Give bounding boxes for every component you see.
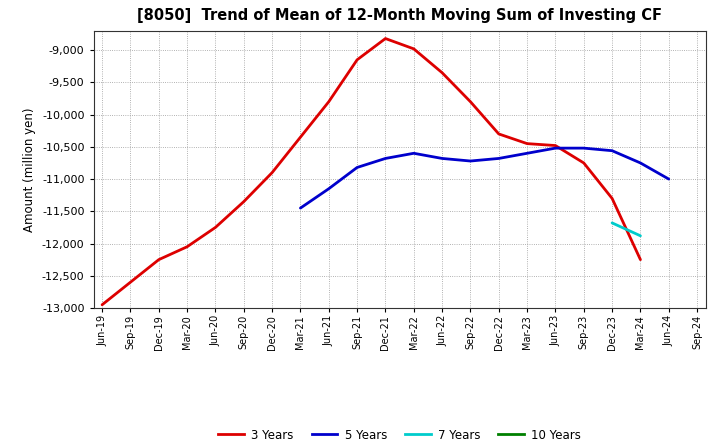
Y-axis label: Amount (million yen): Amount (million yen): [23, 107, 37, 231]
Title: [8050]  Trend of Mean of 12-Month Moving Sum of Investing CF: [8050] Trend of Mean of 12-Month Moving …: [137, 7, 662, 23]
Legend: 3 Years, 5 Years, 7 Years, 10 Years: 3 Years, 5 Years, 7 Years, 10 Years: [214, 424, 585, 440]
